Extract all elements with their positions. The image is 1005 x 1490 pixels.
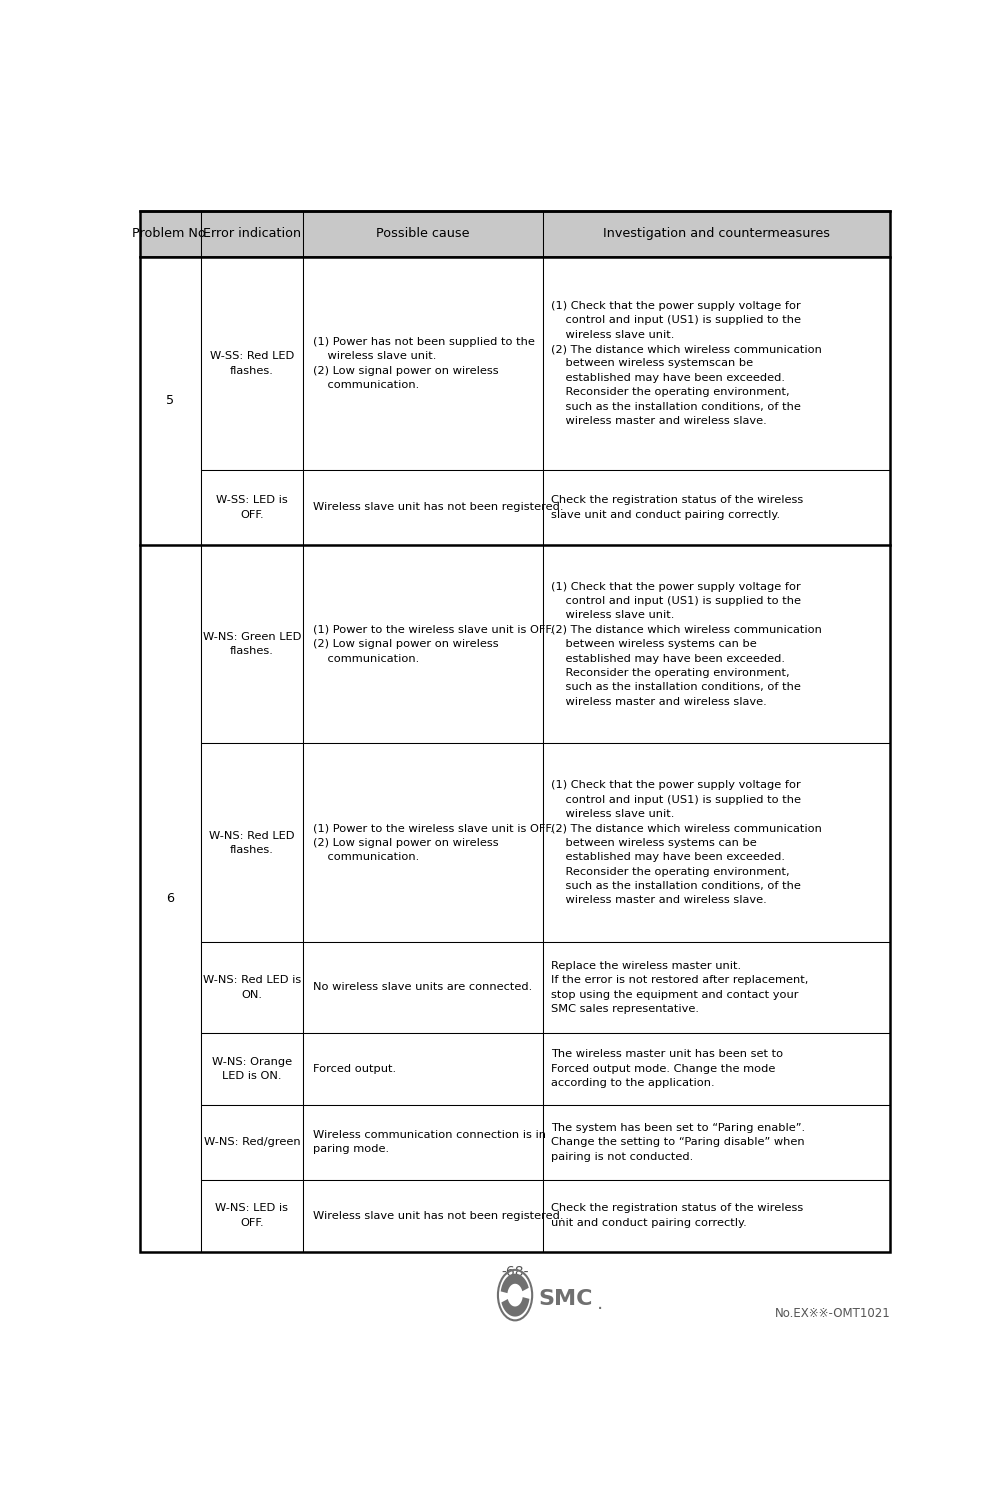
Text: Check the registration status of the wireless
unit and conduct pairing correctly: Check the registration status of the wir… (551, 1204, 803, 1228)
Text: W-NS: Red LED is
ON.: W-NS: Red LED is ON. (203, 976, 302, 1000)
Text: .: . (597, 1295, 603, 1314)
Text: W-SS: Red LED
flashes.: W-SS: Red LED flashes. (210, 352, 294, 375)
Bar (201, 744, 303, 942)
Bar (543, 256, 890, 469)
Text: W-SS: LED is
OFF.: W-SS: LED is OFF. (216, 495, 287, 520)
Text: W-NS: Orange
LED is ON.: W-NS: Orange LED is ON. (212, 1056, 292, 1080)
Bar (543, 942, 890, 1033)
Text: -68-: -68- (501, 1265, 529, 1280)
Text: 6: 6 (167, 891, 175, 904)
Bar (303, 212, 543, 256)
Text: (1) Check that the power supply voltage for
    control and input (US1) is suppl: (1) Check that the power supply voltage … (551, 581, 821, 706)
Bar (303, 942, 543, 1033)
Text: SMC: SMC (539, 1289, 593, 1308)
Bar (140, 545, 201, 1252)
Bar (303, 469, 543, 545)
Text: No.EX※※-OMT1021: No.EX※※-OMT1021 (775, 1307, 890, 1320)
Bar (303, 744, 543, 942)
Bar (201, 212, 303, 256)
Text: No wireless slave units are connected.: No wireless slave units are connected. (313, 982, 532, 992)
Bar (303, 1033, 543, 1104)
Bar (201, 942, 303, 1033)
Text: The system has been set to “Paring enable”.
Change the setting to “Paring disabl: The system has been set to “Paring enabl… (551, 1123, 805, 1162)
Bar (201, 256, 303, 469)
Bar (543, 1180, 890, 1252)
Text: (1) Power to the wireless slave unit is OFF.
(2) Low signal power on wireless
  : (1) Power to the wireless slave unit is … (313, 824, 554, 863)
Text: 5: 5 (167, 395, 175, 407)
Bar (543, 469, 890, 545)
Bar (543, 212, 890, 256)
Polygon shape (501, 1298, 530, 1317)
Text: W-NS: Green LED
flashes.: W-NS: Green LED flashes. (203, 632, 302, 657)
Bar (303, 1180, 543, 1252)
Text: Check the registration status of the wireless
slave unit and conduct pairing cor: Check the registration status of the wir… (551, 495, 803, 520)
Bar (303, 256, 543, 469)
Polygon shape (500, 1274, 529, 1293)
Bar (543, 1033, 890, 1104)
Bar (543, 744, 890, 942)
Bar (201, 1033, 303, 1104)
Bar (201, 469, 303, 545)
Text: W-NS: Red LED
flashes.: W-NS: Red LED flashes. (209, 830, 294, 855)
Text: Wireless communication connection is in
paring mode.: Wireless communication connection is in … (313, 1129, 546, 1155)
Bar (201, 1180, 303, 1252)
Bar (543, 1104, 890, 1180)
Bar (201, 545, 303, 744)
Text: Wireless slave unit has not been registered.: Wireless slave unit has not been registe… (313, 1210, 563, 1220)
Bar (140, 256, 201, 545)
Text: (1) Check that the power supply voltage for
    control and input (US1) is suppl: (1) Check that the power supply voltage … (551, 301, 821, 426)
Text: (1) Power to the wireless slave unit is OFF.
(2) Low signal power on wireless
  : (1) Power to the wireless slave unit is … (313, 624, 554, 663)
Bar (303, 1104, 543, 1180)
Text: The wireless master unit has been set to
Forced output mode. Change the mode
acc: The wireless master unit has been set to… (551, 1049, 783, 1088)
Text: Replace the wireless master unit.
If the error is not restored after replacement: Replace the wireless master unit. If the… (551, 961, 808, 1015)
Text: (1) Power has not been supplied to the
    wireless slave unit.
(2) Low signal p: (1) Power has not been supplied to the w… (313, 337, 535, 390)
Text: W-NS: LED is
OFF.: W-NS: LED is OFF. (215, 1204, 288, 1228)
Text: Problem No.: Problem No. (132, 228, 209, 240)
Text: (1) Check that the power supply voltage for
    control and input (US1) is suppl: (1) Check that the power supply voltage … (551, 781, 821, 906)
Text: Investigation and countermeasures: Investigation and countermeasures (603, 228, 830, 240)
Text: Error indication: Error indication (203, 228, 300, 240)
Text: Wireless slave unit has not been registered.: Wireless slave unit has not been registe… (313, 502, 563, 513)
Bar (303, 545, 543, 744)
Bar (543, 545, 890, 744)
Bar (201, 1104, 303, 1180)
Text: Forced output.: Forced output. (313, 1064, 396, 1074)
Text: Possible cause: Possible cause (376, 228, 469, 240)
Bar (140, 212, 201, 256)
Text: W-NS: Red/green: W-NS: Red/green (204, 1137, 300, 1147)
